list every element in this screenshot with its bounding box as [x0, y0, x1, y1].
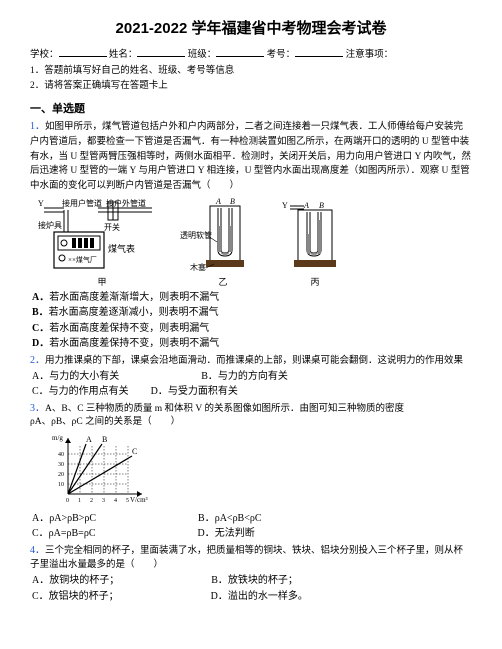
q3-opt-b: B．ρA<ρB<ρC — [198, 512, 261, 527]
q1-figure-row: Y 接用户管道 接户外管道 开关 接炉具 ××煤气厂 煤气表 甲 — [38, 198, 472, 289]
note-line-1: 1．答题前填写好自己的姓名、班级、考号等信息 — [30, 65, 472, 79]
q4-opts-row2: C．放铝块的杯子； D．溢出的水一样多。 — [32, 590, 472, 605]
q2-opt-d: D．与受力面积有关 — [151, 385, 238, 400]
school-blank — [59, 46, 107, 57]
class-blank — [216, 46, 264, 57]
svg-text:3: 3 — [102, 498, 105, 504]
svg-text:××煤气厂: ××煤气厂 — [68, 255, 97, 264]
q1-opt-c: C．若水面高度差保持不变，则表明漏气 — [32, 322, 472, 337]
svg-text:Y: Y — [38, 199, 44, 208]
q2-opt-a: A．与力的大小有关 — [32, 370, 119, 385]
q3-chart-svg: m/g V/cm³ A B C 10 20 30 40 0 1 2 3 4 5 — [50, 432, 150, 504]
q1-fig-yi: A B 透明软管 木塞 乙 — [180, 198, 266, 289]
school-label: 学校： — [30, 50, 59, 60]
name-label: 姓名： — [109, 50, 138, 60]
fig-bing-svg: Y A B — [280, 198, 350, 276]
examno-label: 考号： — [267, 50, 296, 60]
svg-text:2: 2 — [90, 498, 93, 504]
q1-opt-d: D．若水面高度差保持不变，则表明不漏气 — [32, 337, 472, 352]
svg-text:4: 4 — [114, 498, 117, 504]
question-4: 4．三个完全相同的杯子，里面装满了水，把质量相等的铜块、铁块、铝块分别投入三个杯… — [30, 544, 472, 574]
question-2: 2．用力推课桌的下部，课桌会沿地面滑动．而推课桌的上部，则课桌可能会翻倒．这说明… — [30, 354, 472, 369]
svg-text:m/g: m/g — [52, 434, 63, 442]
svg-text:透明软管: 透明软管 — [180, 230, 212, 240]
svg-text:5: 5 — [126, 498, 129, 504]
fig-jia-svg: Y 接用户管道 接户外管道 开关 接炉具 ××煤气厂 煤气表 — [38, 198, 166, 276]
q3-number: 3． — [30, 403, 45, 414]
question-3: 3．A、B、C 三种物质的质量 m 和体积 V 的关系图像如图所示．由图可知三种… — [30, 402, 472, 417]
note-label: 注意事项： — [346, 50, 394, 60]
fig-yi-svg: A B 透明软管 木塞 — [180, 198, 266, 276]
q4-opt-b: B．放铁块的杯子； — [211, 574, 298, 589]
q3-opt-d: D．无法判断 — [197, 527, 254, 542]
q1-fig-bing: Y A B 丙 — [280, 198, 350, 289]
q4-number: 4． — [30, 545, 45, 556]
fig-bing-label: 丙 — [310, 276, 319, 289]
q1-text: 如图甲所示，煤气管道包括户外和户内两部分，二者之间连接着一只煤气表．工人师傅给每… — [30, 122, 471, 191]
examno-blank — [295, 46, 343, 57]
svg-text:C: C — [132, 447, 137, 456]
q3-text2: ρA、ρB、ρC 之间的关系是（ ） — [30, 416, 472, 430]
q1-number: 1． — [30, 121, 45, 132]
q4-opt-c: C．放铝块的杯子； — [32, 590, 119, 605]
q2-opts-row2: C．与力的作用点有关 D．与受力面积有关 — [32, 385, 472, 400]
fig-jia-label: 甲 — [97, 276, 106, 289]
svg-text:10: 10 — [58, 482, 64, 488]
svg-text:A: A — [215, 198, 221, 206]
svg-text:煤气表: 煤气表 — [108, 243, 135, 254]
svg-text:V/cm³: V/cm³ — [130, 496, 148, 504]
q2-opts-row1: A．与力的大小有关 B．与力的方向有关 — [32, 370, 472, 385]
q2-text: 用力推课桌的下部，课桌会沿地面滑动．而推课桌的上部，则课桌可能会翻倒．这说明力的… — [45, 356, 463, 366]
svg-text:B: B — [230, 198, 235, 206]
svg-text:B: B — [102, 435, 107, 444]
svg-text:开关: 开关 — [104, 222, 120, 232]
name-blank — [137, 46, 185, 57]
svg-text:0: 0 — [66, 498, 69, 504]
q3-chart-wrap: m/g V/cm³ A B C 10 20 30 40 0 1 2 3 4 5 — [50, 432, 472, 510]
q3-opts-row1: A．ρA>ρB>ρC B．ρA<ρB<ρC — [32, 512, 472, 527]
q1-opt-b: B．若水面高度差逐渐减小，则表明不漏气 — [32, 306, 472, 321]
q3-opt-a: A．ρA>ρB>ρC — [32, 512, 96, 527]
q1-fig-jia: Y 接用户管道 接户外管道 开关 接炉具 ××煤气厂 煤气表 甲 — [38, 198, 166, 289]
q2-opt-c: C．与力的作用点有关 — [32, 385, 129, 400]
svg-text:接炉具: 接炉具 — [38, 220, 62, 230]
info-underline-row: 学校： 姓名： 班级： 考号： 注意事项： — [30, 46, 472, 63]
svg-text:Y: Y — [282, 201, 288, 210]
svg-text:木塞: 木塞 — [190, 262, 206, 272]
svg-text:1: 1 — [78, 498, 81, 504]
q3-opts-row2: C．ρA=ρB=ρC D．无法判断 — [32, 527, 472, 542]
svg-text:20: 20 — [58, 472, 64, 478]
svg-text:B: B — [319, 201, 324, 210]
svg-text:30: 30 — [58, 462, 64, 468]
q4-opts-row1: A．放铜块的杯子； B．放铁块的杯子； — [32, 574, 472, 589]
note-line-2: 2．请将答案正确填写在答题卡上 — [30, 80, 472, 94]
page-title: 2021-2022 学年福建省中考物理会考试卷 — [30, 18, 472, 40]
svg-text:接用户管道: 接用户管道 — [62, 198, 102, 208]
q1-opt-a: A．若水面高度差渐渐增大，则表明不漏气 — [32, 291, 472, 306]
svg-text:A: A — [86, 435, 92, 444]
q3-opt-c: C．ρA=ρB=ρC — [32, 527, 95, 542]
class-label: 班级： — [188, 50, 217, 60]
fig-yi-label: 乙 — [218, 276, 227, 289]
svg-text:A: A — [303, 201, 309, 210]
q2-number: 2． — [30, 355, 45, 366]
q4-text: 三个完全相同的杯子，里面装满了水，把质量相等的铜块、铁块、铝块分别投入三个杯子里… — [30, 546, 463, 571]
svg-text:接户外管道: 接户外管道 — [106, 198, 146, 208]
q4-opt-d: D．溢出的水一样多。 — [211, 590, 308, 605]
svg-text:40: 40 — [58, 452, 64, 458]
q2-opt-b: B．与力的方向有关 — [201, 370, 288, 385]
q4-opt-a: A．放铜块的杯子； — [32, 574, 119, 589]
question-1: 1．如图甲所示，煤气管道包括户外和户内两部分，二者之间连接着一只煤气表．工人师傅… — [30, 120, 472, 194]
section-1-heading: 一、单选题 — [30, 102, 472, 118]
q3-text1: A、B、C 三种物质的质量 m 和体积 V 的关系图像如图所示．由图可知三种物质… — [45, 404, 404, 414]
